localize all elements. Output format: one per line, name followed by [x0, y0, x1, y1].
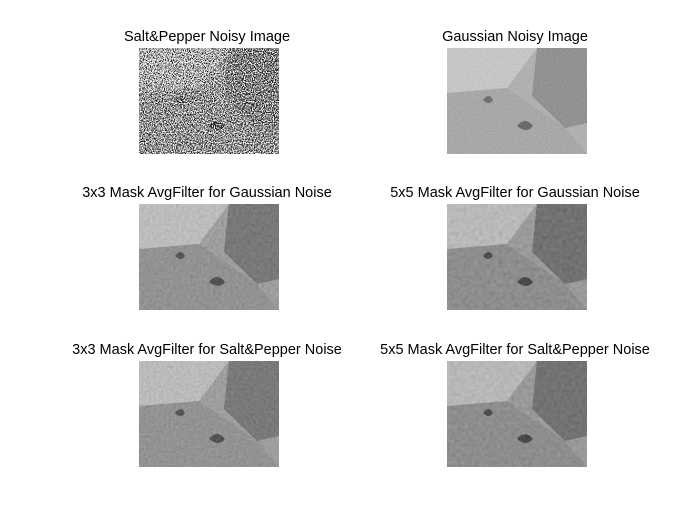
image-5x5-avg-salt-pepper — [447, 361, 587, 467]
panel-title: 3x3 Mask AvgFilter for Gaussian Noise — [82, 185, 332, 201]
panel-title: Salt&Pepper Noisy Image — [123, 29, 291, 45]
panel-salt-pepper-noisy: Salt&Pepper Noisy Image — [57, 28, 357, 163]
image-3x3-avg-gaussian — [139, 204, 279, 310]
panel-title: 3x3 Mask AvgFilter for Salt&Pepper Noise — [72, 342, 342, 358]
panel-5x5-avg-gaussian: 5x5 Mask AvgFilter for Gaussian Noise — [365, 184, 665, 319]
panel-gaussian-noisy: Gaussian Noisy Image — [365, 28, 665, 163]
image-5x5-avg-gaussian — [447, 204, 587, 310]
panel-3x3-avg-salt-pepper: 3x3 Mask AvgFilter for Salt&Pepper Noise — [57, 341, 357, 476]
image-3x3-avg-salt-pepper — [139, 361, 279, 467]
image-gaussian-noisy — [447, 48, 587, 154]
panel-5x5-avg-salt-pepper: 5x5 Mask AvgFilter for Salt&Pepper Noise — [365, 341, 665, 476]
image-salt-pepper-noisy — [139, 48, 279, 154]
panel-title: 5x5 Mask AvgFilter for Gaussian Noise — [390, 185, 640, 201]
panel-title: Gaussian Noisy Image — [442, 29, 588, 45]
panel-3x3-avg-gaussian: 3x3 Mask AvgFilter for Gaussian Noise — [57, 184, 357, 319]
panel-title: 5x5 Mask AvgFilter for Salt&Pepper Noise — [380, 342, 650, 358]
